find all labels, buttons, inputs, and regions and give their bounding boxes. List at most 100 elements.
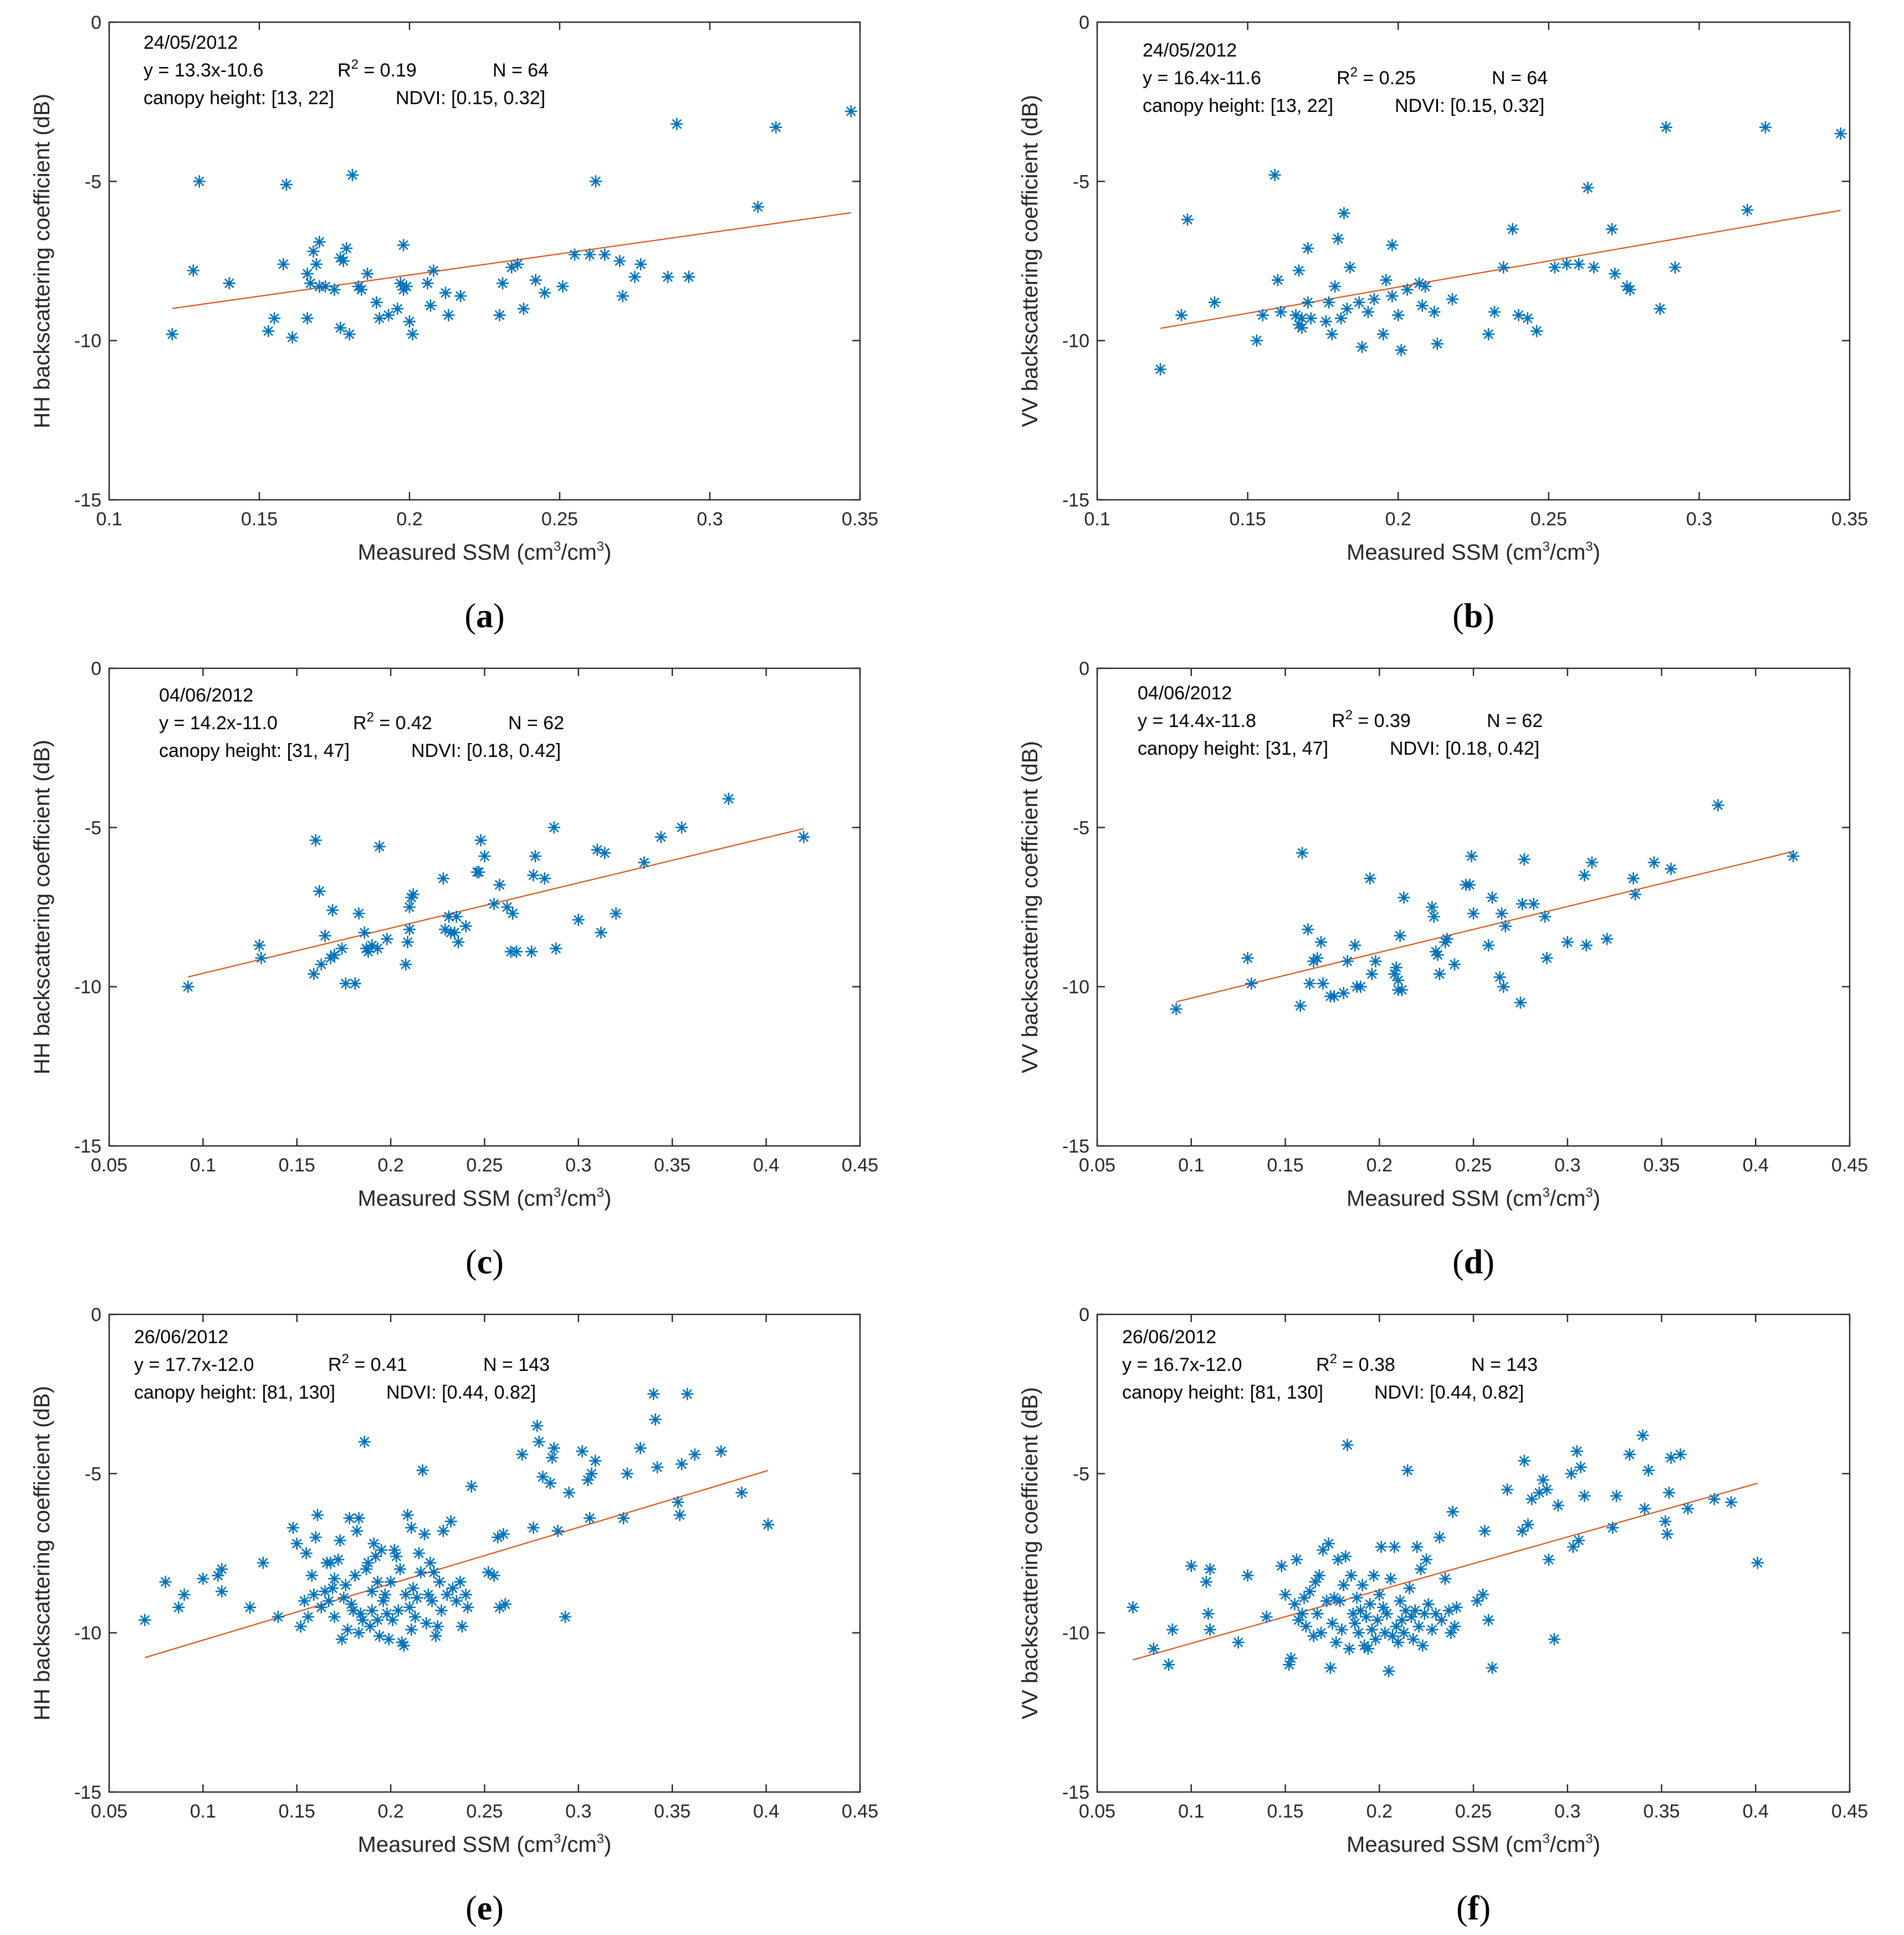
data-point xyxy=(1401,283,1414,296)
x-tick-label: 0.2 xyxy=(377,1155,403,1176)
x-axis-label: Measured SSM (cm3/cm3) xyxy=(358,1831,612,1857)
data-point xyxy=(493,309,506,321)
x-tick-label: 0.4 xyxy=(753,1801,779,1822)
data-point xyxy=(1391,309,1405,321)
data-point xyxy=(1294,999,1307,1012)
data-point xyxy=(197,1572,209,1585)
data-point xyxy=(1441,933,1453,945)
data-point xyxy=(527,869,540,882)
data-point xyxy=(1660,121,1672,134)
chart-panel-c: 0.05 0.1 0.15 0.2 0.25 0.3 0.35 0.4 0.45 -15 -10 -5… xyxy=(30,658,878,1281)
data-point xyxy=(1410,1540,1424,1553)
data-point xyxy=(688,1448,702,1461)
data-point xyxy=(1429,1607,1442,1620)
data-point xyxy=(339,977,352,990)
data-point xyxy=(424,299,437,312)
data-point xyxy=(1422,1598,1435,1611)
data-point xyxy=(529,849,542,863)
y-tick-label: -5 xyxy=(85,1463,101,1484)
annotation-date: 04/06/2012 xyxy=(1138,683,1232,704)
data-point xyxy=(1514,996,1527,1009)
annotation-date: 24/05/2012 xyxy=(1143,40,1237,61)
data-point xyxy=(1338,207,1350,220)
data-point xyxy=(1343,1642,1356,1655)
data-point xyxy=(1376,327,1390,341)
data-point xyxy=(1708,1493,1721,1506)
annotation-canopy-height: canopy height: [13, 22] xyxy=(144,88,334,109)
data-point xyxy=(1363,1598,1376,1611)
x-tick-label: 0.4 xyxy=(1743,1801,1769,1822)
annotation-equation: y = 16.7x-12.0 xyxy=(1122,1354,1242,1375)
data-point xyxy=(1311,1607,1324,1620)
data-point xyxy=(1398,891,1410,904)
data-point xyxy=(382,309,395,321)
data-point xyxy=(1303,977,1316,990)
data-point xyxy=(1476,1588,1490,1601)
x-tick-label: 0.1 xyxy=(1178,1801,1204,1822)
data-point xyxy=(515,1448,529,1461)
data-point xyxy=(465,1480,478,1493)
data-point xyxy=(1412,1620,1425,1633)
data-point xyxy=(1250,334,1263,347)
y-axis-label: HH backscattering coefficient (dB) xyxy=(30,1386,54,1721)
data-point xyxy=(1301,242,1314,255)
x-tick-label: 0.1 xyxy=(1178,1155,1204,1176)
chart-panel-e: 0.05 0.1 0.15 0.2 0.25 0.3 0.35 0.4 0.45 -15 -10 -5… xyxy=(30,1304,878,1927)
data-point xyxy=(301,267,314,280)
data-point xyxy=(1512,309,1525,321)
data-point xyxy=(499,1598,512,1611)
x-tick-label: 0.05 xyxy=(1079,1155,1115,1176)
data-point xyxy=(1147,1642,1160,1655)
data-point xyxy=(181,980,195,993)
data-point xyxy=(496,277,509,290)
x-axis-label: Measured SSM (cm3/cm3) xyxy=(358,1185,612,1211)
data-point xyxy=(497,1528,510,1540)
data-point xyxy=(649,1413,662,1426)
y-tick-label: -15 xyxy=(1062,1782,1089,1803)
data-point xyxy=(439,286,452,299)
y-tick-label: 0 xyxy=(91,658,101,679)
data-point xyxy=(286,331,299,344)
data-point xyxy=(651,1461,664,1474)
data-point xyxy=(139,1614,151,1626)
data-point xyxy=(301,1610,315,1624)
data-point xyxy=(1339,1550,1352,1563)
y-tick-label: -5 xyxy=(1073,171,1089,192)
data-point xyxy=(356,1614,369,1626)
annotation-equation: y = 16.4x-11.6 xyxy=(1143,68,1261,89)
y-axis-label: VV backscattering coefficient (dB) xyxy=(1018,95,1042,427)
data-point xyxy=(401,935,414,949)
data-point xyxy=(1610,1489,1623,1502)
data-point xyxy=(675,821,688,834)
data-point xyxy=(1525,1493,1538,1506)
data-point xyxy=(418,1528,431,1540)
data-point xyxy=(1350,1591,1363,1604)
y-axis-label: HH backscattering coefficient (dB) xyxy=(30,94,54,428)
data-point xyxy=(583,1512,596,1525)
data-point xyxy=(373,312,386,325)
data-point xyxy=(661,270,674,284)
x-tick-label: 0.25 xyxy=(466,1155,503,1176)
data-point xyxy=(1497,261,1510,274)
data-point xyxy=(1313,1569,1325,1582)
x-tick-label: 0.3 xyxy=(1686,509,1712,530)
data-point xyxy=(595,926,607,939)
annotation-ndvi: NDVI: [0.44, 0.82] xyxy=(386,1382,536,1403)
data-point xyxy=(423,1556,437,1569)
data-point xyxy=(215,1585,228,1598)
data-point xyxy=(1623,1448,1636,1461)
data-point xyxy=(340,242,353,255)
data-point xyxy=(1499,920,1512,933)
data-point xyxy=(1362,1642,1375,1655)
x-tick-label: 0.4 xyxy=(753,1155,779,1176)
annotation-ndvi: NDVI: [0.18, 0.42] xyxy=(411,740,561,761)
annotation-ndvi: NDVI: [0.15, 0.32] xyxy=(396,88,545,109)
data-point xyxy=(416,1464,429,1477)
data-point xyxy=(1540,951,1553,965)
data-point xyxy=(1328,990,1341,1003)
data-point xyxy=(1337,1579,1350,1591)
data-point xyxy=(1446,1505,1459,1518)
data-point xyxy=(255,951,268,965)
data-point xyxy=(1368,293,1381,306)
data-point xyxy=(1299,1620,1313,1633)
